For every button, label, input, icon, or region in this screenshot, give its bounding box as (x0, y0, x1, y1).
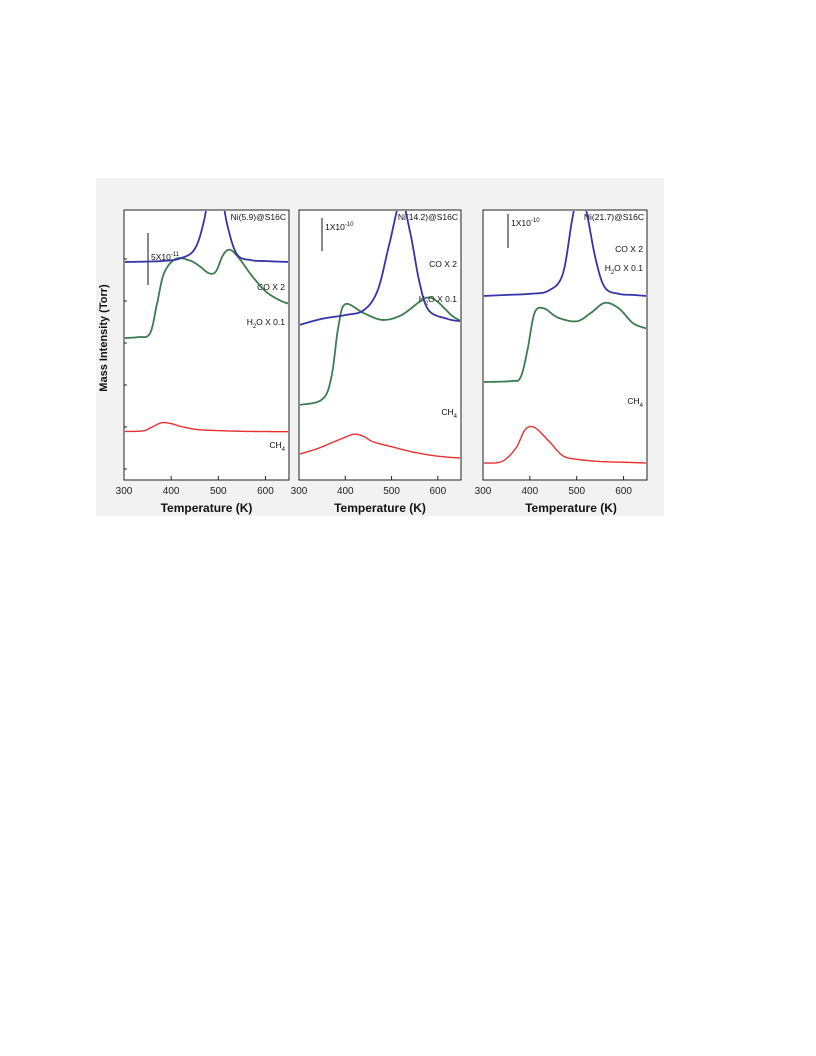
series-label-main: CH (627, 396, 639, 406)
x-tick-label: 300 (475, 486, 492, 497)
series-label: CO X 2 (257, 282, 285, 292)
series-line (300, 211, 460, 326)
y-axis-label: Mass Intensity (Torr) (98, 284, 110, 392)
plot-frame (298, 209, 462, 481)
series-line (484, 425, 646, 464)
series-label-sub: 4 (454, 414, 458, 420)
series-line (125, 211, 288, 263)
x-tick-label: 500 (568, 486, 585, 497)
series-label-main: CO X 2 (429, 259, 457, 269)
plot-frame (482, 209, 648, 481)
series-label: CO X 2 (429, 259, 457, 269)
scale-bar-label: 5X10-11 (151, 252, 180, 262)
series-label: H2O X 0.1 (419, 294, 458, 307)
series-line (484, 301, 646, 383)
charts-group: 300 400 500 600 Temperature (K) Ni(5.9)@S16C 5… (116, 209, 648, 515)
series-label-main: CO X 2 (615, 244, 643, 254)
series-label-rest: O X 0.1 (614, 263, 643, 273)
series-line (300, 433, 460, 459)
series-label-rest: O X 0.1 (256, 317, 285, 327)
scale-bar-exponent: -10 (345, 222, 354, 228)
panel-title: Ni(5.9)@S16C (231, 212, 286, 222)
series-label: CO X 2 (615, 244, 643, 254)
series-line (300, 296, 460, 406)
plot-frame (123, 209, 290, 481)
series-label-main: CH (441, 407, 453, 417)
series-label-main: H (419, 294, 425, 304)
series-label: CH4 (627, 396, 643, 409)
x-tick-label: 300 (116, 486, 133, 497)
series-label-sub: 2 (253, 324, 257, 330)
series-line (125, 248, 288, 339)
x-tick-label: 400 (163, 486, 180, 497)
figure-svg: 300 400 500 600 Temperature (K) Ni(5.9)@S16C 5… (96, 178, 664, 516)
scale-bar-label: 1X10-10 (511, 218, 540, 228)
x-axis-label: Temperature (K) (525, 501, 617, 515)
panel-title: Ni(21.7)@S16C (584, 212, 644, 222)
chart-panel-2: 300 400 500 600 Temperature (K) Ni(14.2)@S16C… (291, 209, 462, 515)
x-tick-label: 400 (522, 486, 539, 497)
series-line (125, 421, 288, 433)
x-axis-label: Temperature (K) (161, 501, 253, 515)
x-tick-label: 600 (615, 486, 632, 497)
x-tick-label: 400 (337, 486, 354, 497)
x-tick-label: 600 (430, 486, 447, 497)
x-tick-label: 600 (257, 486, 274, 497)
series-label: CH4 (269, 440, 285, 453)
panel-title: Ni(14.2)@S16C (398, 212, 458, 222)
x-tick-label: 300 (291, 486, 308, 497)
series-label: CH4 (441, 407, 457, 420)
series-label-main: H (605, 263, 611, 273)
series-label-main: CO X 2 (257, 282, 285, 292)
series-label-sub: 2 (425, 301, 429, 307)
series-label-main: H (247, 317, 253, 327)
series-line (484, 211, 646, 297)
series-label: H2O X 0.1 (247, 317, 286, 330)
series-label-sub: 4 (640, 403, 644, 409)
series-label-main: CH (269, 440, 281, 450)
scale-bar-exponent: -10 (531, 218, 540, 224)
scale-bar-label: 1X10-10 (325, 222, 354, 232)
chart-panel-3: 300 400 500 600 Temperature (K) Ni(21.7)@S16C… (475, 209, 648, 515)
series-label: H2O X 0.1 (605, 263, 644, 276)
scale-bar-exponent: -11 (171, 252, 180, 258)
chart-panel-1: 300 400 500 600 Temperature (K) Ni(5.9)@S16C 5… (116, 209, 290, 515)
series-label-sub: 2 (611, 270, 615, 276)
x-tick-label: 500 (210, 486, 227, 497)
x-axis-label: Temperature (K) (334, 501, 426, 515)
tpd-figure: 300 400 500 600 Temperature (K) Ni(5.9)@S16C 5… (96, 178, 664, 521)
series-label-sub: 4 (282, 447, 286, 453)
x-tick-label: 500 (383, 486, 400, 497)
series-label-rest: O X 0.1 (428, 294, 457, 304)
